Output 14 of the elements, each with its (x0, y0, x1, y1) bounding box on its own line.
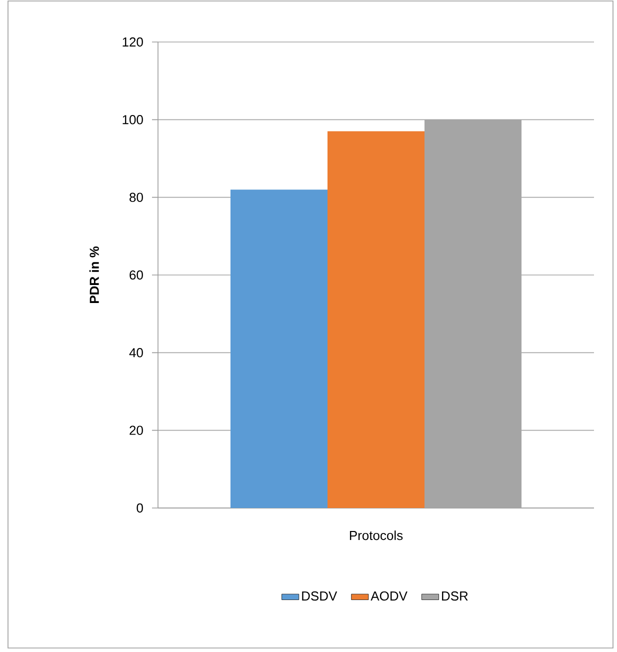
y-axis-title: PDR in % (89, 246, 99, 304)
bar (230, 190, 328, 508)
y-tick-label: 20 (130, 426, 143, 435)
legend-label: DSDV (302, 591, 338, 601)
legend-label: AODV (370, 591, 408, 601)
legend-label: DSR (442, 591, 468, 601)
y-tick-label: 80 (130, 192, 143, 202)
y-tick-label: 0 (136, 503, 143, 513)
y-tick-label: 40 (129, 348, 143, 358)
x-tick-label: Protocols (350, 530, 403, 540)
bar (327, 131, 425, 508)
y-tick-label: 100 (122, 115, 143, 124)
y-tick-label: 60 (130, 270, 143, 280)
y-tick-label: 120 (122, 37, 143, 47)
